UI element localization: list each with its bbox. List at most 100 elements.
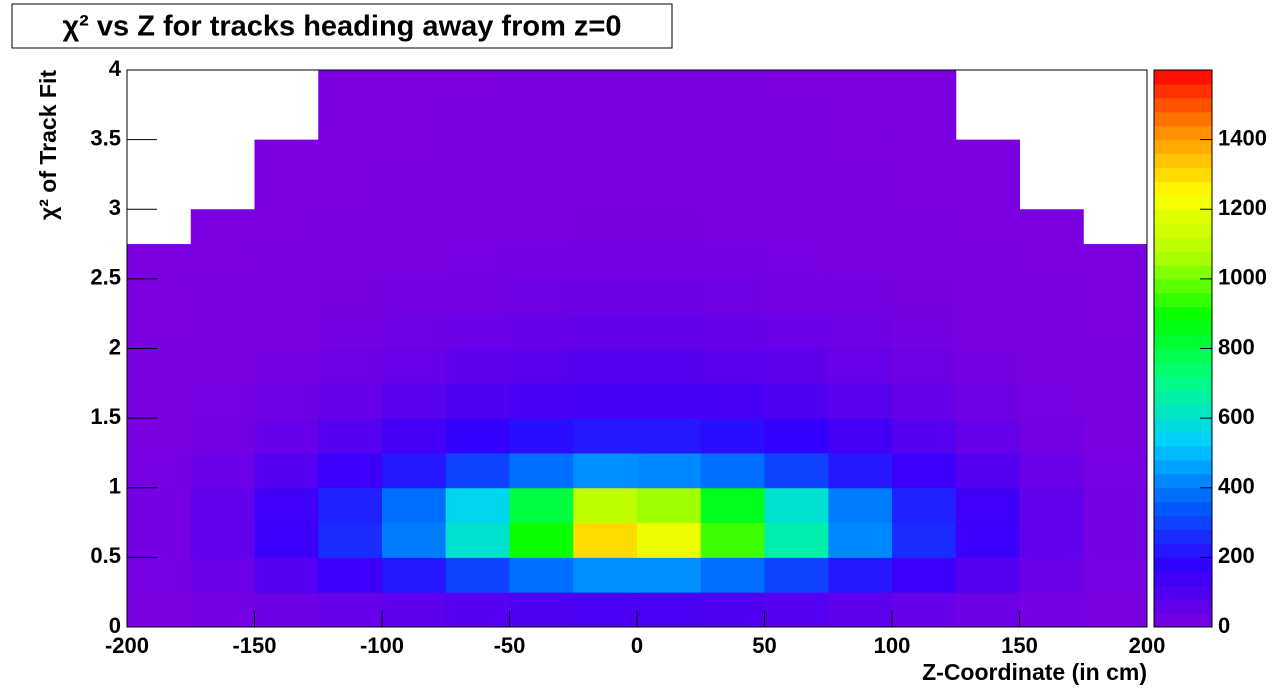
heatmap-cell <box>764 592 829 628</box>
heatmap-cell <box>700 418 765 454</box>
heatmap-cell <box>190 452 255 489</box>
heatmap-cell <box>700 452 765 489</box>
heatmap-cell <box>445 348 510 384</box>
heatmap-cell <box>573 313 638 349</box>
heatmap-cell <box>637 244 702 280</box>
heatmap-cell <box>764 383 829 419</box>
heatmap-cell <box>700 174 765 210</box>
heatmap-cell <box>318 418 383 454</box>
heatmap-cell <box>318 139 383 175</box>
heatmap-cell <box>190 557 255 593</box>
heatmap-cell <box>318 452 383 489</box>
colorbar-segment <box>1154 111 1212 127</box>
colorbar-segment <box>1154 251 1212 266</box>
heatmap-cell <box>892 348 957 384</box>
heatmap-cell <box>254 557 319 593</box>
colorbar-segment <box>1154 432 1212 447</box>
heatmap-cell <box>445 139 510 175</box>
heatmap-cell <box>700 209 765 245</box>
heatmap-cell <box>637 313 702 349</box>
heatmap-cell <box>254 383 319 419</box>
colorbar-segment <box>1154 515 1212 531</box>
heatmap-cell <box>955 452 1020 489</box>
heatmap-cell <box>955 522 1020 558</box>
heatmap-cell <box>445 104 510 141</box>
y-axis-label: χ² of Track Fit <box>35 70 61 220</box>
heatmap-cell <box>892 557 957 593</box>
heatmap-cell <box>828 278 893 315</box>
heatmap-cell <box>573 278 638 315</box>
colorbar-segment <box>1154 557 1212 572</box>
heatmap-cell <box>254 244 319 280</box>
colorbar-segment <box>1154 83 1212 99</box>
heatmap-cell <box>445 70 510 106</box>
heatmap-cell <box>764 139 829 175</box>
heatmap-cell <box>955 348 1020 384</box>
colorbar-segment <box>1154 306 1212 322</box>
heatmap-cell <box>1083 313 1148 349</box>
heatmap-cell <box>828 487 893 524</box>
heatmap-cell <box>445 418 510 454</box>
heatmap-cell <box>573 383 638 419</box>
heatmap-cell <box>382 70 447 106</box>
heatmap-cell <box>573 522 638 558</box>
heatmap-cell <box>573 70 638 106</box>
heatmap-cell <box>445 313 510 349</box>
y-tick-label: 1 <box>109 474 121 499</box>
heatmap-cell <box>764 452 829 489</box>
heatmap-cell <box>955 418 1020 454</box>
heatmap-cell <box>637 522 702 558</box>
colorbar-segment <box>1154 362 1212 377</box>
heatmap-cell <box>382 383 447 419</box>
heatmap-cell <box>382 592 447 628</box>
heatmap-cell <box>190 418 255 454</box>
heatmap-cell <box>637 348 702 384</box>
heatmap-cell <box>700 592 765 628</box>
heatmap-cell <box>828 592 893 628</box>
heatmap-cell <box>1083 418 1148 454</box>
heatmap-cell <box>382 104 447 141</box>
z-tick-label: 600 <box>1218 404 1255 429</box>
heatmap-cell <box>892 452 957 489</box>
heatmap-cell <box>509 348 574 384</box>
heatmap-cell <box>637 418 702 454</box>
heatmap-cell <box>509 313 574 349</box>
heatmap-cell <box>254 209 319 245</box>
heatmap-cell <box>509 592 574 628</box>
heatmap-cell <box>828 452 893 489</box>
heatmap-cell <box>828 383 893 419</box>
heatmap-cell <box>190 313 255 349</box>
heatmap-cell <box>318 313 383 349</box>
x-axis-label: Z-Coordinate (in cm) <box>922 659 1147 685</box>
heatmap-cell <box>1019 383 1084 419</box>
heatmap-cell <box>764 174 829 210</box>
heatmap-cell <box>509 383 574 419</box>
heatmap-cell <box>637 557 702 593</box>
heatmap-cell <box>637 139 702 175</box>
heatmap-cell <box>318 278 383 315</box>
x-tick-label: -100 <box>360 633 404 658</box>
heatmap-cell <box>637 452 702 489</box>
colorbar-segment <box>1154 334 1212 349</box>
z-tick-label: 200 <box>1218 543 1255 568</box>
colorbar-segment <box>1154 445 1212 461</box>
heatmap-cell <box>445 522 510 558</box>
heatmap-cell <box>1083 592 1148 628</box>
heatmap-cell <box>1083 452 1148 489</box>
heatmap-cell <box>764 209 829 245</box>
heatmap-cell <box>700 278 765 315</box>
heatmap-cell <box>382 452 447 489</box>
heatmap-cell <box>190 209 255 245</box>
heatmap-cell <box>1083 522 1148 558</box>
heatmap-cell <box>573 104 638 141</box>
heatmap-cell <box>445 557 510 593</box>
heatmap-cell <box>892 383 957 419</box>
heatmap-cell <box>828 139 893 175</box>
heatmap-cell <box>127 313 192 349</box>
heatmap-cell <box>382 244 447 280</box>
colorbar-segment <box>1154 278 1212 294</box>
heatmap-cell <box>254 487 319 524</box>
colorbar-segment <box>1154 209 1212 224</box>
heatmap-cell <box>382 418 447 454</box>
colorbar-segment <box>1154 195 1212 210</box>
